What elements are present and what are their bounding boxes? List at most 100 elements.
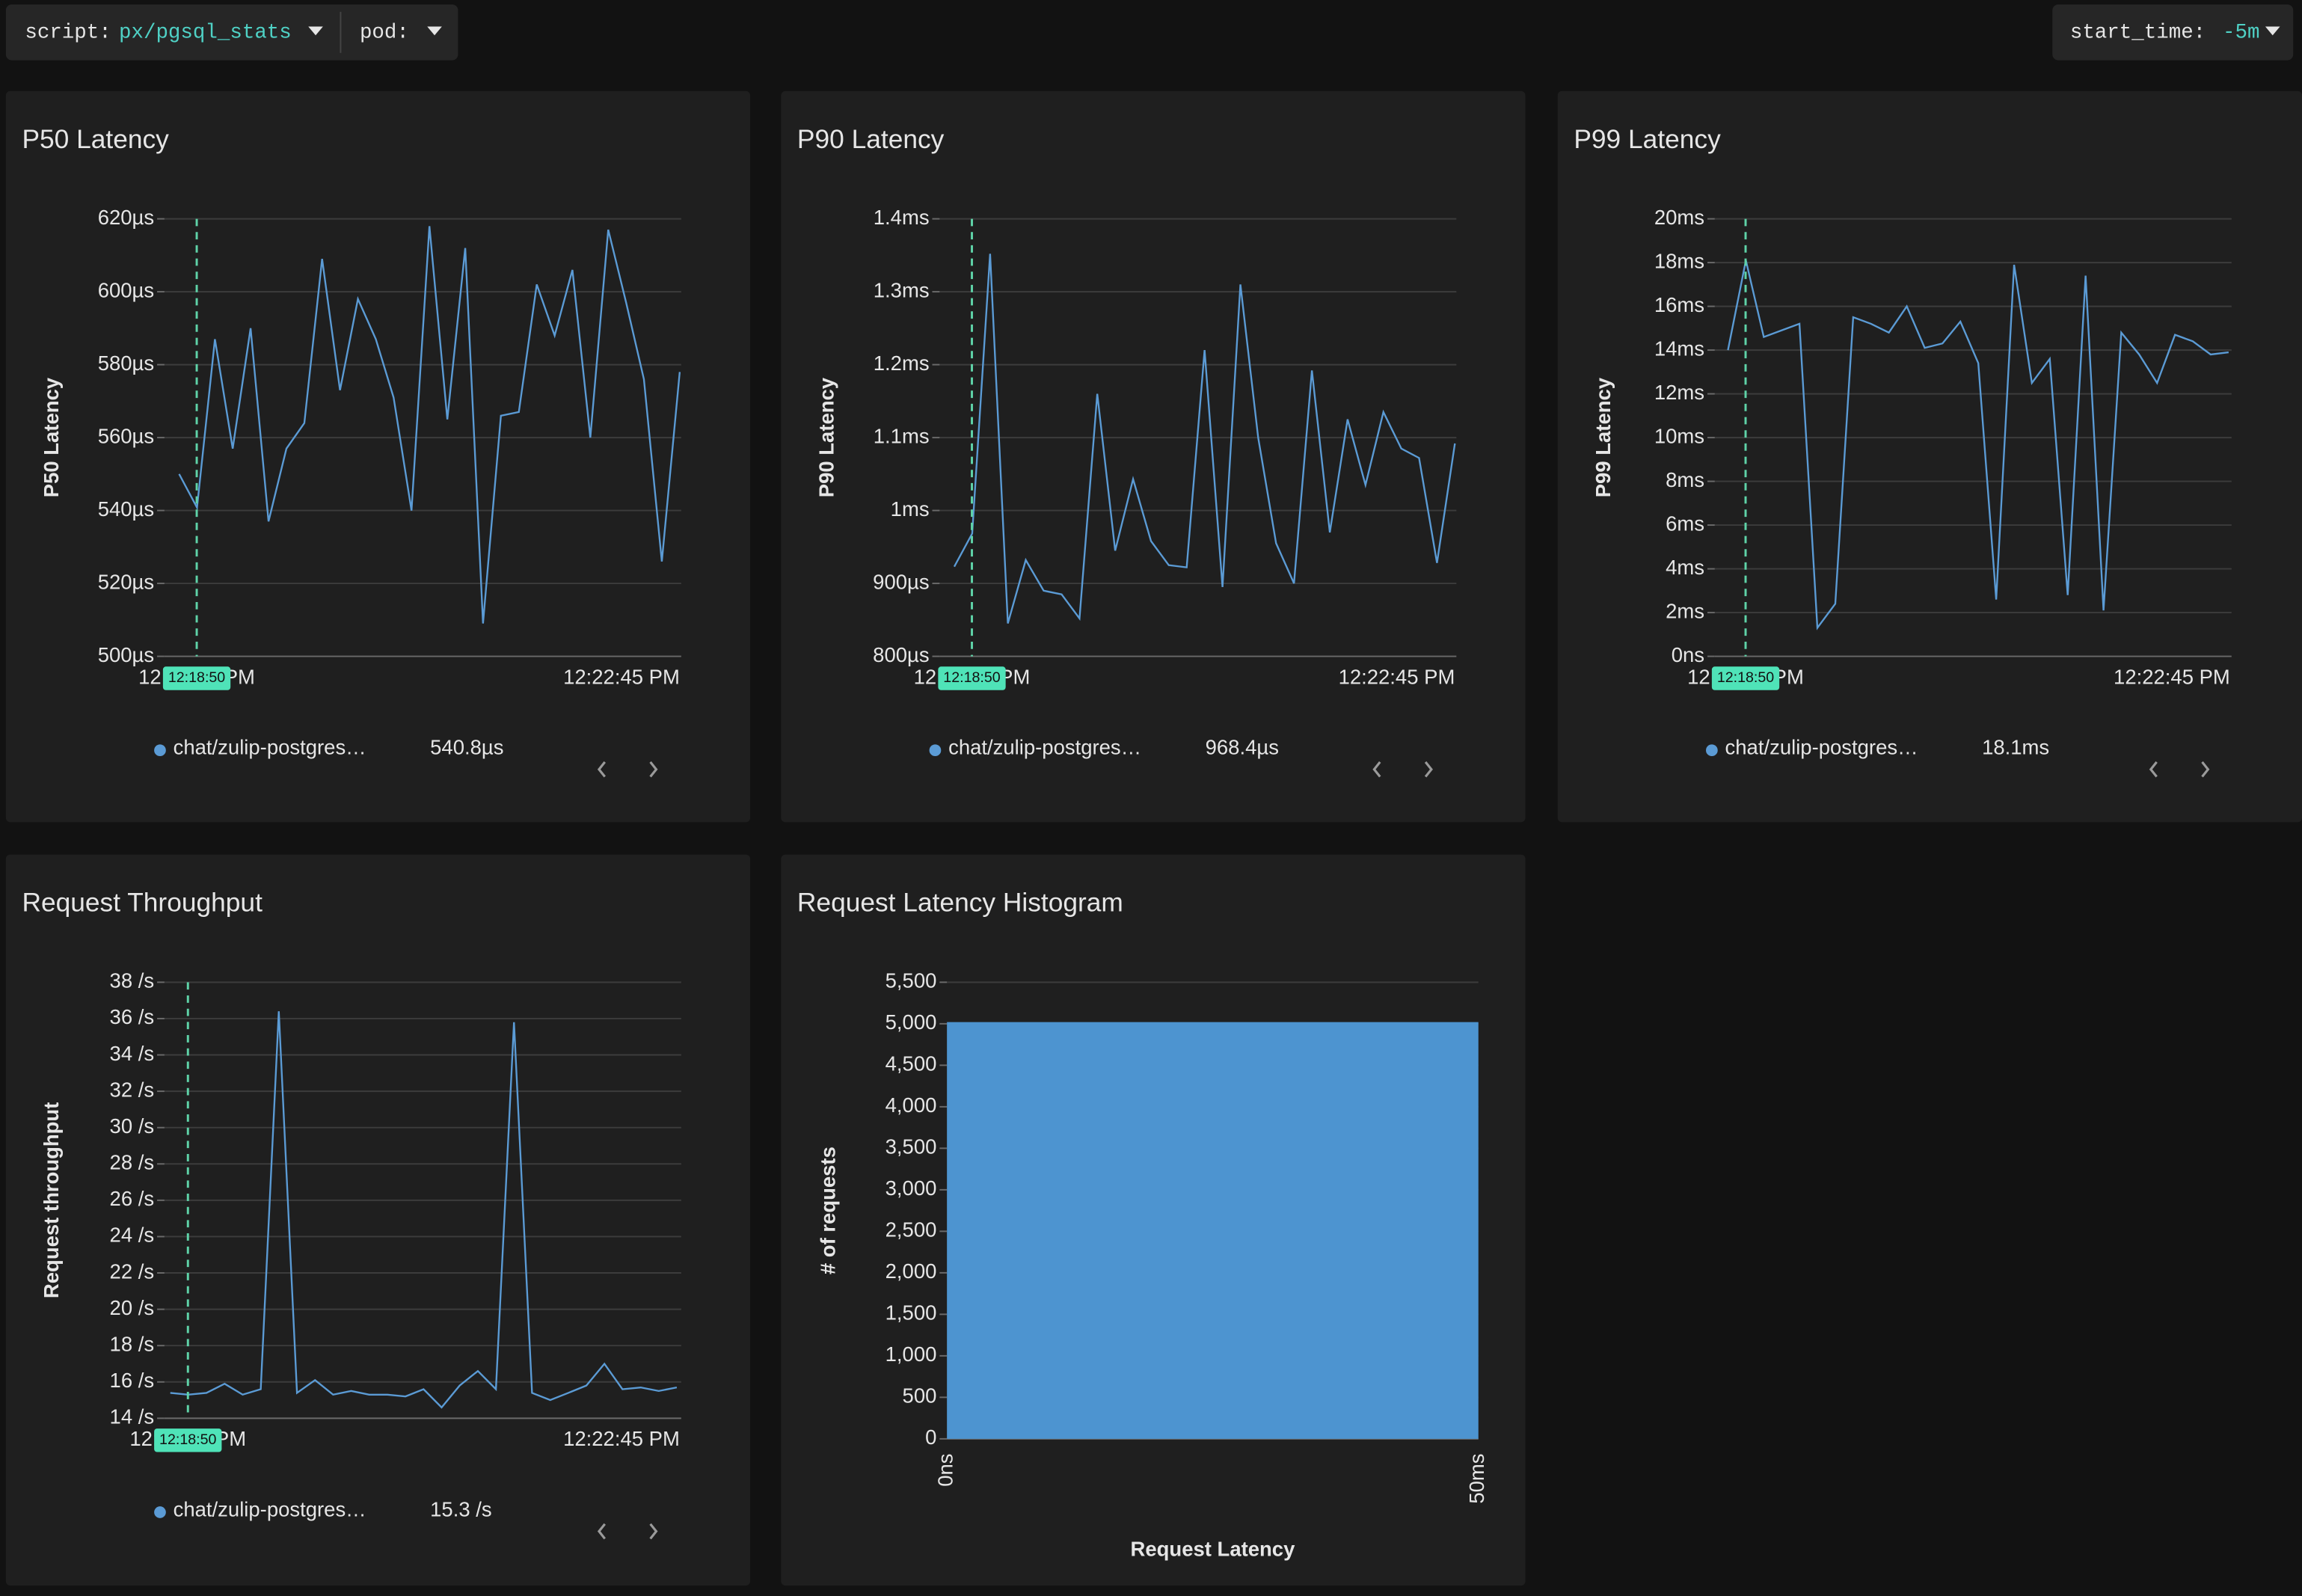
y-tick-label: 0ns: [1672, 643, 1704, 666]
y-tick-label: 6ms: [1666, 512, 1704, 535]
y-tick-label: 1,500: [885, 1301, 937, 1325]
y-tick-label: 560µs: [98, 424, 154, 447]
y-tick-label: 18ms: [1654, 249, 1704, 272]
legend-value: 18.1ms: [1982, 736, 2049, 759]
y-tick-label: 3,000: [885, 1176, 937, 1200]
y-tick-label: 14ms: [1654, 337, 1704, 360]
start-time-value[interactable]: -5m: [2223, 22, 2259, 45]
x-tick-label: 12:22:45 PM: [563, 665, 680, 688]
y-tick-label: 5,000: [885, 1010, 937, 1034]
y-tick-label: 2,000: [885, 1259, 937, 1283]
y-axis-title: Request throughput: [40, 1102, 63, 1298]
legend-prev[interactable]: [597, 761, 606, 778]
y-tick-label: 16ms: [1654, 293, 1704, 316]
panel: [5, 854, 751, 1586]
y-tick-label: 36 /s: [110, 1005, 155, 1028]
series-line: [178, 226, 681, 624]
toolbar-right: [2052, 4, 2294, 61]
toolbar-left: [5, 4, 458, 61]
y-tick-label: 1,000: [885, 1342, 937, 1366]
y-tick-label: 1.1ms: [874, 424, 930, 447]
y-tick-label: 1ms: [891, 497, 930, 521]
script-label: script:: [25, 22, 111, 45]
x-tick-label: 12:22:45 PM: [2114, 665, 2230, 688]
hover-tooltip: [154, 1428, 222, 1452]
x-tick-label: 12:22:45 PM: [563, 1427, 680, 1450]
y-axis-title: P99 Latency: [1592, 377, 1615, 497]
legend-name: chat/zulip-postgres…: [174, 736, 366, 759]
series-line: [953, 254, 1456, 624]
y-tick-label: 34 /s: [110, 1042, 155, 1065]
y-tick-label: 1.2ms: [874, 352, 930, 375]
panel: [1557, 90, 2302, 823]
hover-tooltip: [938, 666, 1006, 690]
y-tick-label: 16 /s: [110, 1369, 155, 1392]
hover-tooltip-label: 12:18:50: [168, 669, 225, 686]
y-tick-label: 10ms: [1654, 424, 1704, 447]
series-line: [170, 1011, 678, 1409]
y-tick-label: 620µs: [98, 206, 154, 229]
pod-label[interactable]: pod:: [360, 22, 409, 45]
legend-prev[interactable]: [597, 1523, 606, 1540]
y-tick-label: 800µs: [873, 643, 929, 666]
y-tick-label: 1.3ms: [874, 278, 930, 301]
y-tick-label: 4,000: [885, 1093, 937, 1117]
legend-next[interactable]: [649, 761, 658, 778]
x-axis-title: Request Latency: [1131, 1537, 1296, 1560]
legend-prev[interactable]: [2149, 761, 2158, 778]
x-tick-label: 0ns: [933, 1453, 957, 1486]
x-tick-label: 12:22:45 PM: [1339, 665, 1455, 688]
y-tick-label: 540µs: [98, 497, 154, 521]
legend-next[interactable]: [649, 1523, 658, 1540]
script-value[interactable]: px/pgsql_stats: [119, 22, 292, 45]
panel-title: P50 Latency: [22, 125, 169, 154]
y-tick-label: 22 /s: [110, 1259, 155, 1283]
start-time-caret[interactable]: [2265, 26, 2280, 36]
legend-next[interactable]: [1424, 761, 1433, 778]
hover-tooltip-label: 12:18:50: [943, 669, 1000, 686]
y-axis-title: P90 Latency: [814, 377, 838, 497]
legend-name: chat/zulip-postgres…: [948, 736, 1141, 759]
series-line: [1727, 260, 2229, 630]
panel: [5, 90, 751, 823]
y-tick-label: 32 /s: [110, 1078, 155, 1101]
y-tick-label: 24 /s: [110, 1224, 155, 1247]
y-tick-label: 14 /s: [110, 1405, 155, 1428]
panel-title: P99 Latency: [1574, 125, 1721, 154]
y-tick-label: 2ms: [1666, 599, 1704, 622]
legend-next[interactable]: [2201, 761, 2210, 778]
y-tick-label: 2,500: [885, 1218, 937, 1241]
y-tick-label: 20 /s: [110, 1296, 155, 1319]
hover-tooltip-label: 12:18:50: [159, 1431, 216, 1448]
legend-dot: [1706, 744, 1718, 757]
y-axis-title: # of requests: [816, 1147, 839, 1274]
y-tick-label: 4ms: [1666, 556, 1704, 579]
script-caret[interactable]: [308, 26, 323, 36]
y-tick-label: 1.4ms: [874, 206, 930, 229]
hover-tooltip-label: 12:18:50: [1717, 669, 1774, 686]
y-tick-label: 12ms: [1654, 381, 1704, 404]
panel-title: Request Latency Histogram: [797, 888, 1123, 918]
legend-name: chat/zulip-postgres…: [174, 1497, 366, 1520]
y-tick-label: 8ms: [1666, 468, 1704, 491]
histogram-bar: [947, 1022, 1479, 1439]
start-time-label[interactable]: start_time:: [2070, 22, 2206, 45]
y-tick-label: 580µs: [98, 352, 154, 375]
y-axis-title: P50 Latency: [40, 377, 63, 497]
y-tick-label: 520µs: [98, 570, 154, 593]
y-tick-label: 26 /s: [110, 1187, 155, 1210]
x-tick-label: 50ms: [1465, 1453, 1488, 1503]
y-tick-label: 5,500: [885, 969, 937, 992]
legend-dot: [929, 744, 942, 757]
y-tick-label: 900µs: [873, 570, 929, 593]
panel: [781, 90, 1526, 823]
y-tick-label: 20ms: [1654, 206, 1704, 229]
legend-value: 15.3 /s: [430, 1497, 491, 1520]
hover-tooltip: [1711, 666, 1780, 690]
pod-caret[interactable]: [427, 26, 442, 36]
y-tick-label: 500: [903, 1384, 937, 1408]
y-tick-label: 38 /s: [110, 969, 155, 992]
legend-prev[interactable]: [1372, 761, 1381, 778]
